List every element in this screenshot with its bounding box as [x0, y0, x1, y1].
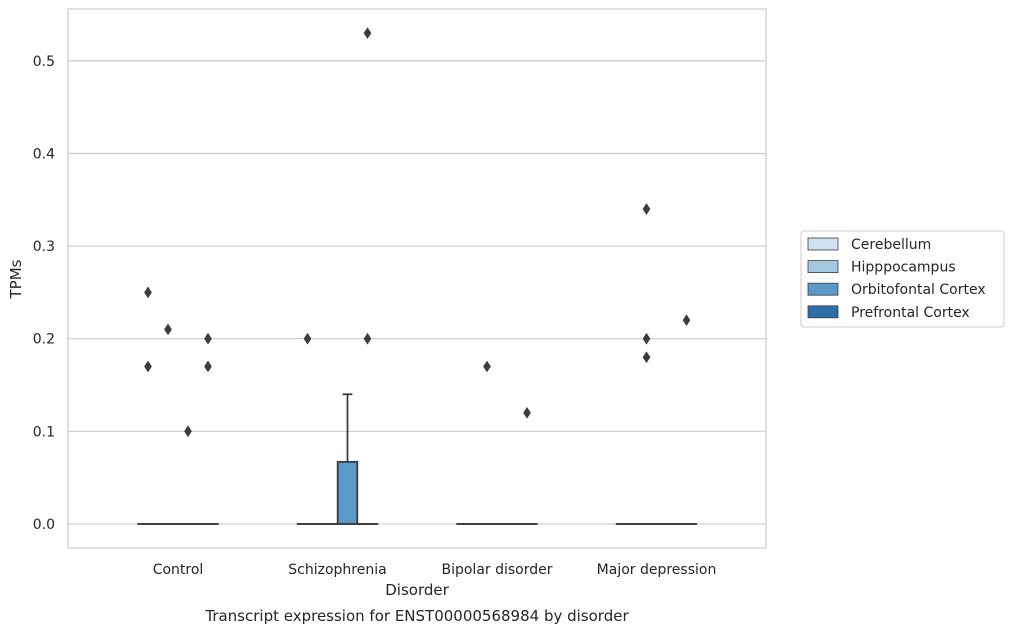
legend-label: Prefrontal Cortex — [851, 305, 970, 321]
legend-items: Cerebellum Hipppocampus Orbitofontal Corte… — [807, 237, 986, 321]
outlier-point — [164, 323, 172, 336]
legend-label: Orbitofontal Cortex — [851, 282, 986, 298]
outlier-point — [523, 406, 531, 419]
y-tick-label: 0.3 — [33, 239, 55, 255]
legend-swatch — [807, 237, 839, 251]
outliers — [144, 27, 691, 438]
outlier-point — [642, 351, 651, 364]
y-tick-label: 0.1 — [33, 424, 55, 440]
outlier-point — [363, 27, 372, 40]
legend-swatch — [807, 282, 839, 296]
legend-swatch — [807, 305, 839, 319]
outlier-point — [144, 360, 152, 373]
boxes — [137, 393, 698, 525]
outlier-point — [204, 360, 212, 373]
legend-swatch — [807, 260, 839, 274]
legend-frame — [800, 230, 1005, 328]
y-tick-label: 0.4 — [33, 146, 55, 162]
x-tick-labels: Control Schizophrenia Bipolar disorder Majo… — [153, 562, 717, 578]
x-tick-label: Major depression — [597, 562, 717, 578]
legend-label: Cerebellum — [851, 237, 931, 253]
outlier-point — [184, 425, 192, 438]
y-axis-title: TPMs — [7, 259, 25, 299]
outlier-point — [642, 203, 651, 215]
x-tick-label: Schizophrenia — [288, 562, 386, 578]
outlier-point — [682, 314, 691, 327]
outlier-point — [144, 286, 152, 299]
x-tick-label: Bipolar disorder — [441, 562, 552, 578]
outlier-point — [303, 332, 312, 345]
x-axis-title: Disorder — [385, 581, 449, 599]
outlier-point — [483, 360, 491, 373]
outlier-point — [363, 332, 372, 345]
legend-label: Hipppocampus — [851, 260, 956, 276]
y-tick-label: 0.5 — [33, 54, 55, 70]
legend: Cerebellum Hipppocampus Orbitofontal Corte… — [800, 230, 1005, 328]
plot-frame — [67, 8, 767, 549]
outlier-point — [642, 332, 651, 345]
outlier-point — [204, 332, 212, 345]
x-tick-label: Control — [153, 562, 204, 578]
box-body — [336, 460, 359, 525]
y-tick-labels: 0.0 0.1 0.2 0.3 0.4 0.5 — [33, 54, 55, 533]
box — [336, 393, 359, 525]
y-tick-label: 0.2 — [33, 332, 55, 348]
plot-background — [68, 9, 766, 548]
chart-caption: Transcript expression for ENST0000056898… — [204, 607, 629, 625]
y-tick-label: 0.0 — [33, 517, 55, 533]
